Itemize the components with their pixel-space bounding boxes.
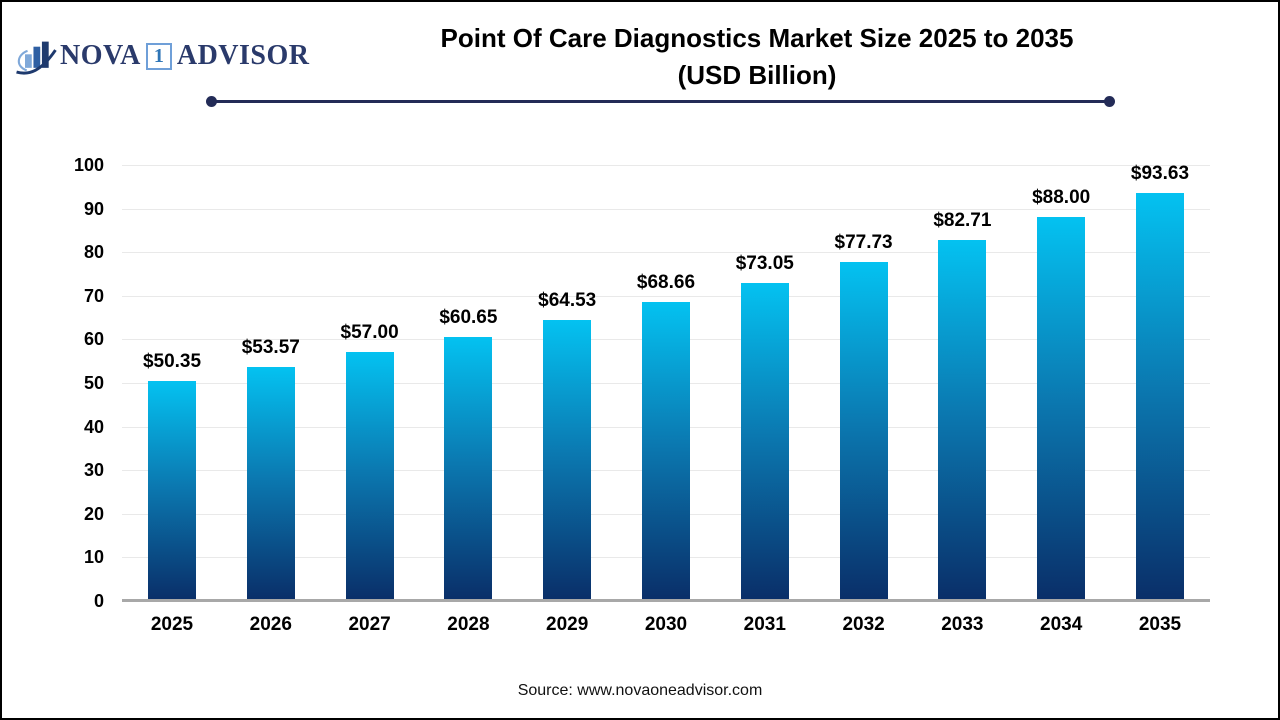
y-gridline: [122, 295, 1210, 297]
bar-group: $93.63 2035: [1131, 163, 1189, 635]
x-tick-label: 2031: [743, 614, 786, 635]
y-tick-label: 80: [83, 242, 104, 263]
y-axis: 0 10 20 30 40 50 60 70 80 90 100: [30, 2, 104, 718]
bar-2033: [938, 240, 987, 601]
brand-logo: NOVA 1 ADVISOR: [14, 34, 309, 78]
bar-value-label: $82.71: [933, 210, 992, 232]
y-tick-label: 70: [83, 285, 104, 306]
bar-group: $73.05 2031: [736, 165, 794, 635]
underline-left-dot-icon: [206, 96, 217, 107]
y-tick-label: 60: [83, 329, 104, 350]
x-tick-label: 2028: [447, 614, 490, 635]
x-tick-label: 2027: [348, 614, 391, 635]
y-tick-label: 30: [83, 460, 104, 481]
logo-badge-one: 1: [145, 42, 172, 70]
bar-2028: [444, 336, 493, 601]
logo-text-advisor: ADVISOR: [176, 40, 310, 71]
y-tick-label: 100: [73, 155, 104, 175]
x-tick-label: 2032: [842, 614, 885, 635]
bar-group: $60.65 2028: [439, 165, 497, 635]
chart-title: Point Of Care Diagnostics Market Size 20…: [352, 20, 1162, 94]
bar-group: $77.73 2032: [835, 165, 893, 635]
y-tick-label: 90: [83, 198, 104, 219]
bar-2029: [543, 319, 592, 601]
y-tick-label: 20: [83, 503, 104, 524]
bar-value-label: $68.66: [636, 271, 696, 293]
underline-right-dot-icon: [1104, 96, 1115, 107]
x-tick-label: 2030: [644, 614, 688, 635]
bar-value-label: $53.57: [241, 337, 300, 359]
y-tick-label: 10: [83, 547, 104, 568]
y-tick-label: 0: [93, 591, 104, 611]
bar-value-label: $88.00: [1032, 187, 1091, 209]
title-underline: [206, 96, 1115, 107]
bar-value-label: $50.35: [142, 351, 202, 373]
x-tick-label: 2026: [249, 614, 292, 635]
bar-chart-swoosh-icon: [16, 41, 57, 75]
x-tick-label: 2029: [546, 614, 589, 635]
bar-2035: [1135, 192, 1184, 601]
bar-value-label: $60.65: [439, 306, 498, 328]
logo-text-nova: NOVA: [60, 40, 141, 71]
x-tick-label: 2033: [941, 614, 984, 635]
bar-group: $64.53 2029: [538, 165, 596, 635]
bar-group: $50.35 2025: [143, 165, 201, 635]
chart-title-line1: Point Of Care Diagnostics Market Size 20…: [440, 23, 1074, 53]
y-tick-label: 50: [83, 373, 104, 393]
bar-group: $53.57 2026: [242, 165, 300, 635]
bar-value-label: $64.53: [538, 289, 597, 311]
bar-group: $82.71 2033: [933, 165, 991, 635]
bar-2027: [345, 352, 394, 601]
y-gridline: [122, 208, 1210, 210]
bar-2026: [246, 367, 295, 601]
y-tick-label: 40: [83, 416, 104, 437]
x-tick-label: 2025: [150, 614, 194, 635]
x-axis-baseline: [122, 599, 1210, 602]
x-tick-label: 2035: [1138, 614, 1182, 635]
bar-2034: [1037, 217, 1086, 601]
plot-area: $50.35 2025 $53.57 2026 $57.00 2027 $60.65 2028…: [122, 163, 1210, 635]
bars-row: $50.35 2025 $53.57 2026 $57.00 2027 $60.65 2028…: [122, 163, 1210, 635]
bar-value-label: $57.00: [340, 322, 399, 344]
bar-2025: [148, 381, 196, 601]
bar-group: $57.00 2027: [341, 165, 399, 635]
y-gridline: [122, 252, 1210, 254]
bar-group: $68.66 2030: [637, 165, 695, 635]
bar-value-label: $77.73: [834, 232, 893, 254]
bar-2030: [641, 301, 690, 601]
source-text: Source: www.novaoneadvisor.com: [517, 682, 763, 699]
bar-group: $88.00 2034: [1032, 165, 1090, 635]
bar-value-label: $93.63: [1130, 162, 1190, 184]
y-gridline: [122, 165, 1210, 166]
chart-title-line2: (USD Billion): [677, 60, 837, 90]
bar-2032: [839, 262, 888, 601]
x-tick-label: 2034: [1040, 614, 1083, 635]
bar-value-label: $73.05: [735, 252, 794, 274]
bar-2031: [740, 282, 789, 601]
